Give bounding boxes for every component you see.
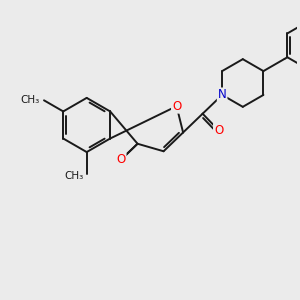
Text: O: O — [214, 124, 223, 137]
Text: O: O — [172, 100, 181, 113]
Text: N: N — [218, 88, 226, 101]
Text: O: O — [116, 153, 126, 166]
Text: CH₃: CH₃ — [20, 95, 40, 105]
Text: CH₃: CH₃ — [64, 171, 84, 181]
